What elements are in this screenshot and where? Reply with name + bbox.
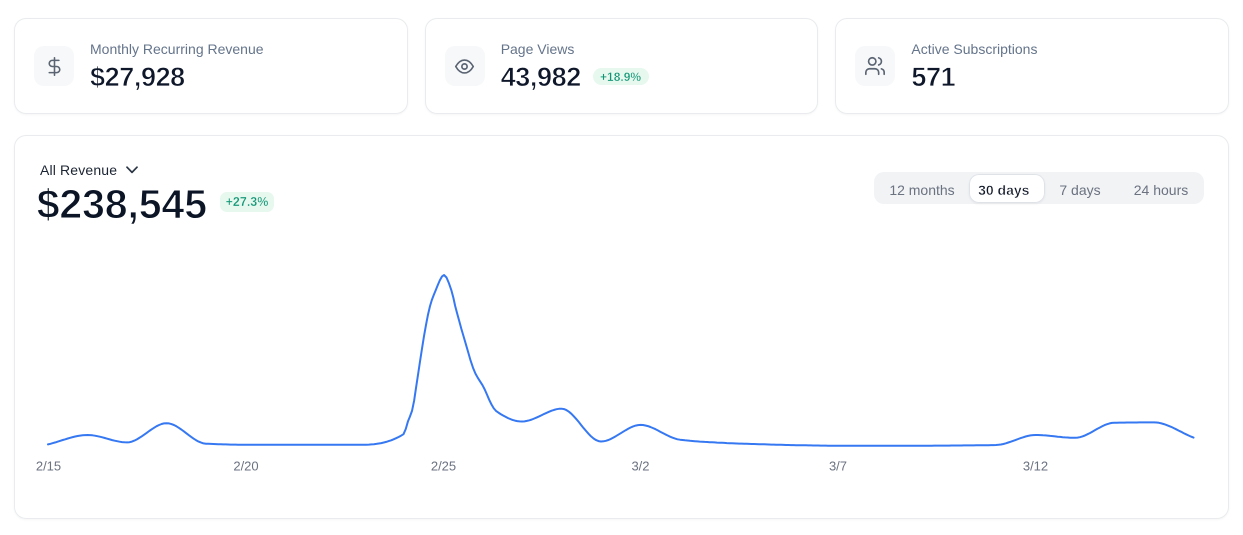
svg-text:2/15: 2/15 xyxy=(36,458,61,473)
svg-text:3/7: 3/7 xyxy=(829,458,847,473)
svg-text:2/25: 2/25 xyxy=(431,458,456,473)
svg-text:2/20: 2/20 xyxy=(233,458,258,473)
svg-text:3/12: 3/12 xyxy=(1023,458,1048,473)
svg-text:3/2: 3/2 xyxy=(631,458,649,473)
